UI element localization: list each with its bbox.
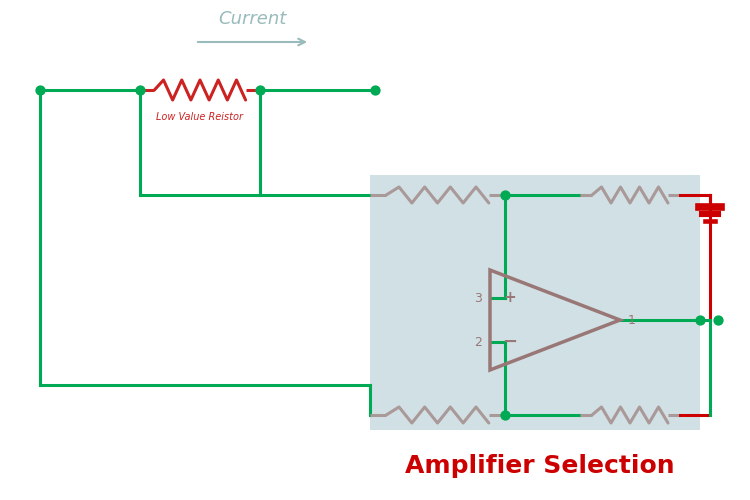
Bar bbox=[370, 175, 700, 430]
Text: 3: 3 bbox=[474, 292, 482, 304]
Point bbox=[369, 86, 381, 94]
Point bbox=[254, 86, 266, 94]
Text: +: + bbox=[504, 290, 516, 306]
Point bbox=[499, 191, 511, 199]
Point bbox=[694, 316, 706, 324]
Text: Current: Current bbox=[217, 10, 286, 28]
Text: 1: 1 bbox=[628, 314, 636, 326]
Point bbox=[34, 86, 46, 94]
Text: 2: 2 bbox=[474, 336, 482, 348]
Text: Amplifier Selection: Amplifier Selection bbox=[405, 454, 675, 478]
Point bbox=[499, 411, 511, 419]
Text: Low Value Reistor: Low Value Reistor bbox=[157, 112, 244, 122]
Text: −: − bbox=[503, 333, 518, 351]
Point bbox=[712, 316, 724, 324]
Point bbox=[134, 86, 146, 94]
